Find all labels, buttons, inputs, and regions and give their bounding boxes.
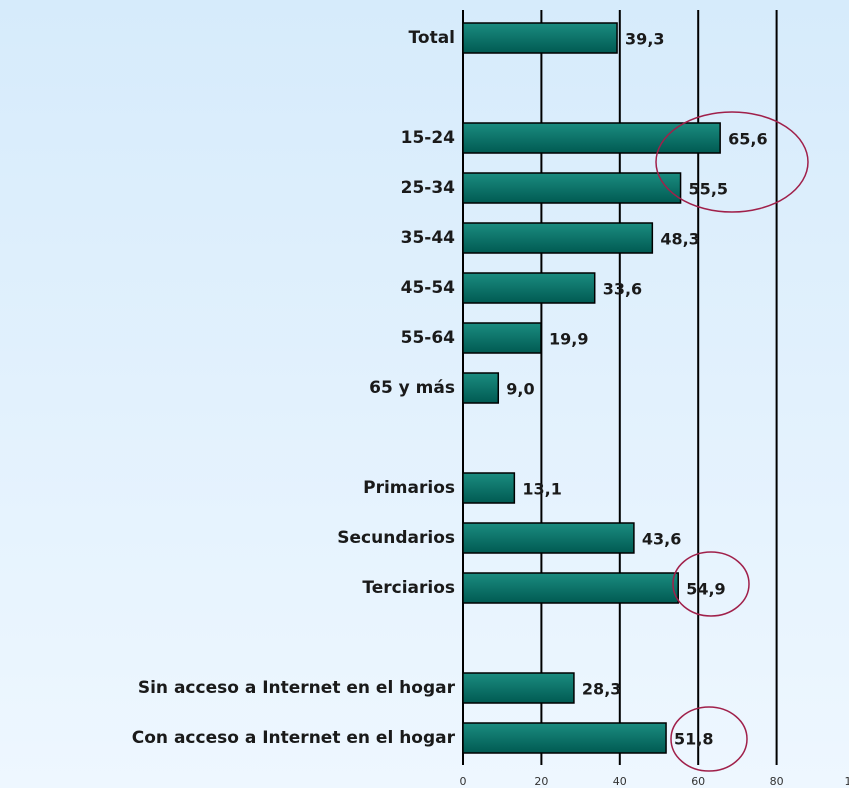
y-tick-label: 45-54	[401, 278, 456, 298]
highlight-ellipse	[655, 111, 809, 213]
y-tick-label: 15-24	[401, 128, 456, 148]
y-tick-label: Primarios	[363, 478, 455, 498]
y-tick-label: Sin acceso a Internet en el hogar	[138, 678, 456, 698]
y-tick-label: 25-34	[401, 178, 456, 198]
y-tick-label: 65 y más	[369, 378, 455, 398]
y-tick-label: Terciarios	[362, 578, 455, 598]
bar	[462, 122, 721, 154]
data-label: 51,8	[674, 730, 713, 749]
bar	[462, 472, 516, 504]
bar	[462, 222, 654, 254]
data-label: 9,0	[506, 380, 534, 399]
x-tick-label: 0	[460, 775, 467, 788]
data-label: 54,9	[686, 580, 725, 599]
x-tick-label: 20	[534, 775, 548, 788]
bar	[462, 572, 679, 604]
y-tick-label: Total	[409, 28, 455, 48]
data-label: 39,3	[625, 30, 664, 49]
highlight-ellipse	[670, 706, 748, 772]
highlight-ellipse	[672, 551, 750, 617]
bar	[462, 22, 618, 54]
data-label: 13,1	[522, 480, 561, 499]
data-label: 48,3	[660, 230, 699, 249]
x-tick-label: 80	[770, 775, 784, 788]
data-label: 33,6	[603, 280, 642, 299]
bar	[462, 322, 542, 354]
data-label: 55,5	[689, 180, 728, 199]
y-tick-label: 55-64	[401, 328, 456, 348]
x-tick-label: 40	[613, 775, 627, 788]
data-label: 19,9	[549, 330, 588, 349]
y-tick-label: 35-44	[401, 228, 456, 248]
bar	[462, 522, 635, 554]
bar	[462, 722, 667, 754]
y-tick-label: Secundarios	[337, 528, 455, 548]
x-tick-label: 100	[845, 775, 849, 788]
bar	[462, 372, 500, 404]
data-label: 28,3	[582, 680, 621, 699]
bar	[462, 272, 596, 304]
x-tick-label: 60	[691, 775, 705, 788]
y-tick-label: Con acceso a Internet en el hogar	[132, 728, 456, 748]
data-label: 43,6	[642, 530, 681, 549]
bar	[462, 172, 682, 204]
bar	[462, 672, 575, 704]
data-label: 65,6	[728, 130, 767, 149]
